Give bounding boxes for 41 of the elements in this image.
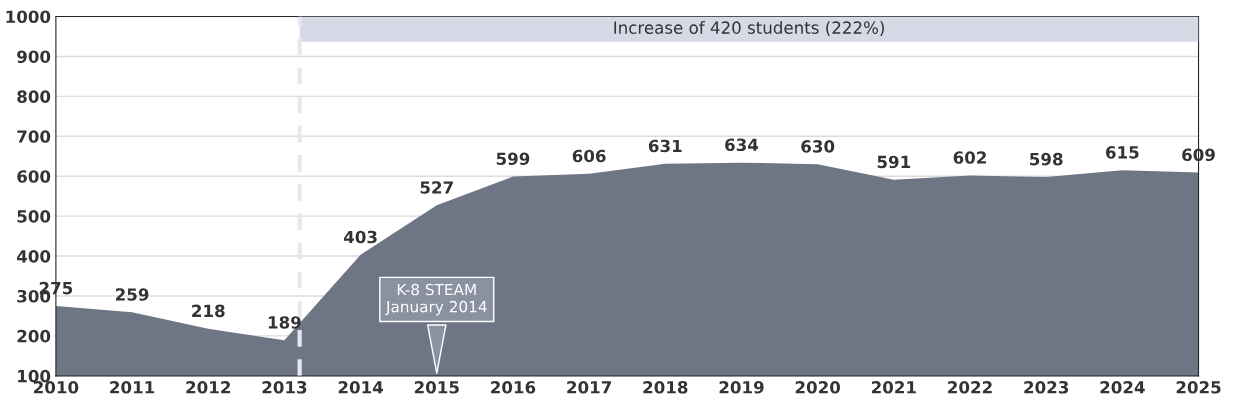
x-tick-label: 2020 — [795, 380, 841, 394]
x-tick-label: 2012 — [186, 380, 230, 394]
x-tick-label: 2022 — [948, 380, 992, 394]
y-tick-label: 900 — [17, 50, 51, 64]
data-label: 631 — [648, 139, 682, 153]
data-label: 591 — [877, 155, 911, 169]
y-tick-label: 1000 — [6, 10, 51, 24]
x-tick-label: 2023 — [1024, 380, 1069, 394]
data-label: 259 — [115, 288, 149, 301]
data-label: 599 — [496, 152, 530, 166]
y-tick-label: 800 — [17, 90, 51, 103]
x-tick-label: 2014 — [338, 380, 384, 394]
data-label: 189 — [268, 316, 301, 329]
x-tick-label: 2011 — [110, 380, 155, 394]
data-label: 218 — [192, 304, 225, 318]
band-label: Increase of 420 students (222%) — [614, 21, 884, 36]
y-tick-label: 100 — [18, 369, 51, 383]
x-tick-label: 2013 — [262, 380, 307, 394]
y-tick-label: 700 — [17, 130, 51, 143]
x-tick-label: 2021 — [871, 380, 916, 394]
data-label: 403 — [343, 230, 377, 244]
y-tick-label: 500 — [17, 210, 51, 223]
data-label: 606 — [572, 149, 606, 163]
data-label: 602 — [953, 151, 986, 164]
y-tick-label: 200 — [17, 329, 51, 343]
data-label: 634 — [725, 138, 759, 152]
data-label: 527 — [420, 181, 453, 194]
x-tick-label: 2015 — [414, 380, 459, 394]
x-tick-label: 2016 — [491, 380, 536, 394]
x-tick-label: 2019 — [719, 380, 764, 394]
data-label: 598 — [1030, 152, 1063, 166]
y-tick-label: 400 — [16, 250, 51, 263]
x-tick-label: 2017 — [567, 380, 611, 394]
annotation: K-8 STEAM January 2014 — [385, 283, 487, 316]
x-tick-label: 2025 — [1176, 380, 1221, 394]
y-tick-label: 600 — [17, 170, 51, 183]
x-tick-label: 2010 — [34, 380, 79, 394]
data-label: 615 — [1105, 146, 1139, 159]
data-label: 630 — [801, 140, 835, 153]
x-tick-label: 2024 — [1100, 380, 1145, 394]
x-tick-label: 2018 — [643, 380, 688, 394]
